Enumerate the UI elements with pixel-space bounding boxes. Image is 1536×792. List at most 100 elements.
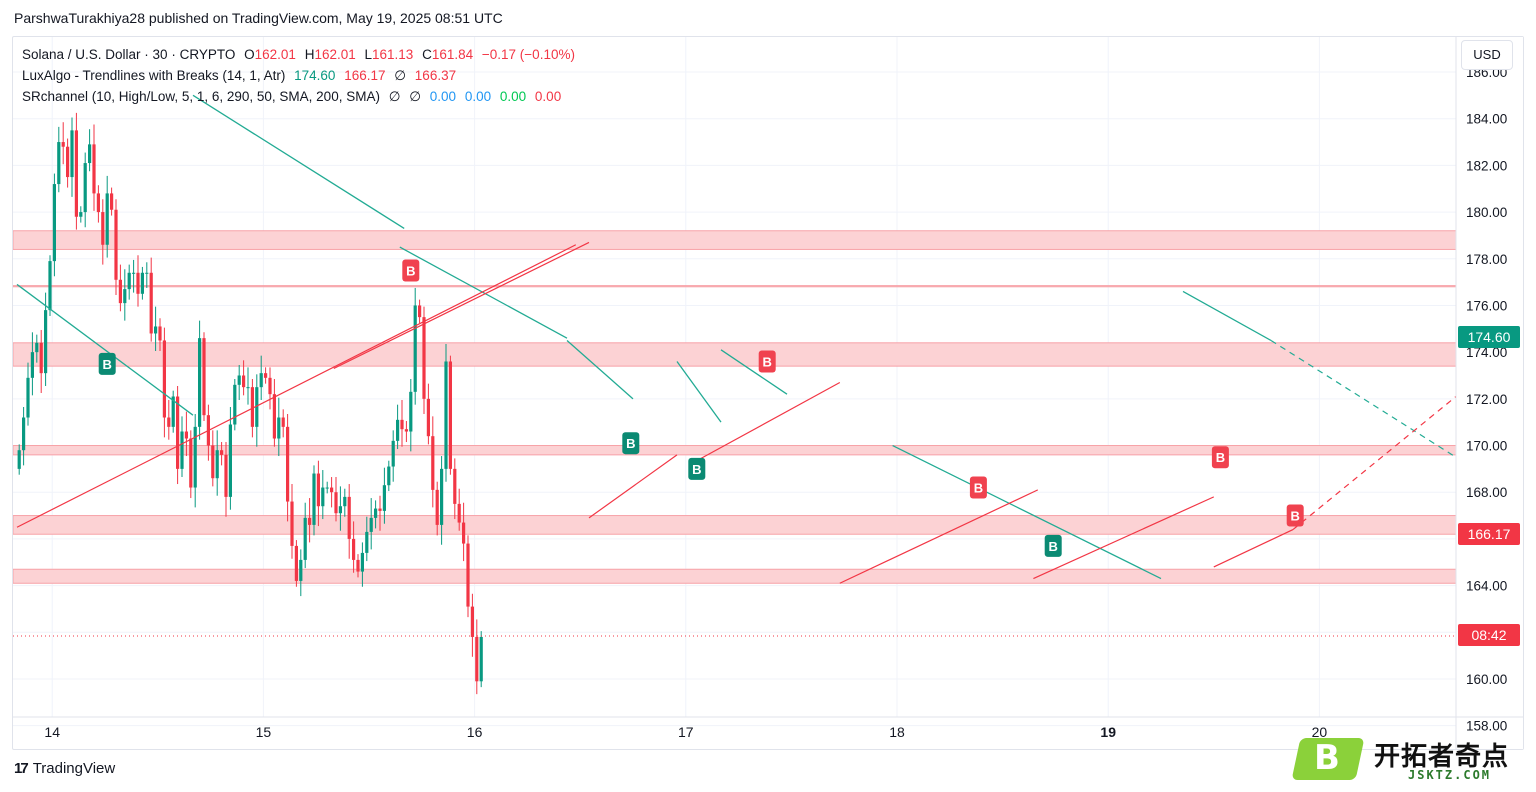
candle-down xyxy=(466,543,470,607)
signal-label-sell[interactable] xyxy=(758,350,776,373)
candle-down xyxy=(184,431,188,439)
indicator1-name[interactable]: LuxAlgo - Trendlines with Breaks (14, 1,… xyxy=(22,68,286,83)
chart-canvas[interactable]: BBBBBBBBB158.00160.00162.00164.00166.001… xyxy=(13,37,1523,749)
sr-channel-zone xyxy=(13,342,1457,367)
price-tag-trendline-upper: 174.60 xyxy=(1458,326,1520,349)
candle-up xyxy=(35,342,39,353)
candle-up xyxy=(440,468,444,525)
indicator1-value-2: 166.17 xyxy=(344,68,386,83)
trendline-resistance xyxy=(720,349,788,395)
candle-down xyxy=(347,496,351,539)
candle-down xyxy=(39,342,43,374)
candle-down xyxy=(378,508,382,511)
legend-indicator-srchannel[interactable]: SRchannel (10, High/Low, 5, 1, 6, 290, 5… xyxy=(22,86,580,107)
signal-label-sell[interactable] xyxy=(402,259,420,282)
high-label: H xyxy=(304,47,315,62)
signal-label-text: B xyxy=(1049,539,1058,554)
candle-down xyxy=(268,377,272,395)
signal-label-text: B xyxy=(406,263,415,278)
candle-down xyxy=(290,501,294,546)
candle-down xyxy=(167,417,171,427)
legend-indicator-trendlines[interactable]: LuxAlgo - Trendlines with Breaks (14, 1,… xyxy=(22,65,580,86)
legend-symbol-row[interactable]: Solana / U.S. Dollar · 30 · CRYPTO O162.… xyxy=(22,44,580,65)
candle-up xyxy=(30,352,34,378)
candle-up xyxy=(228,424,232,497)
price-axis-label: 180.00 xyxy=(1466,205,1507,220)
change-value: −0.17 (−0.10%) xyxy=(481,47,575,62)
candle-up xyxy=(259,373,263,388)
signal-label-text: B xyxy=(1291,509,1300,524)
indicator2-value-3: 0.00 xyxy=(429,89,457,104)
candle-down xyxy=(316,473,320,507)
candle-up xyxy=(145,272,149,274)
candle-down xyxy=(74,130,78,217)
time-axis-label: 20 xyxy=(1312,724,1328,740)
candle-up xyxy=(312,473,316,525)
candle-up xyxy=(44,310,48,374)
watermark-title: 开拓者奇点 xyxy=(1374,742,1510,772)
trendline-support xyxy=(1033,496,1215,580)
indicator2-value-6: 0.00 xyxy=(534,89,562,104)
candle-up xyxy=(57,142,61,185)
signal-label-buy[interactable] xyxy=(98,352,116,375)
indicator1-value-4: 166.37 xyxy=(414,68,457,83)
candle-down xyxy=(422,317,426,399)
signal-label-sell[interactable] xyxy=(1286,504,1304,527)
candle-up xyxy=(343,496,347,507)
open-label: O xyxy=(244,47,255,62)
open-value: 162.01 xyxy=(254,47,296,62)
price-axis-label: 158.00 xyxy=(1466,719,1507,734)
indicator2-name[interactable]: SRchannel (10, High/Low, 5, 1, 6, 290, 5… xyxy=(22,89,380,104)
candle-up xyxy=(198,338,202,427)
candle-down xyxy=(242,375,246,388)
candle-down xyxy=(250,387,254,427)
signal-label-text: B xyxy=(974,481,983,496)
signal-label-sell[interactable] xyxy=(1211,446,1229,469)
price-axis-label: 168.00 xyxy=(1466,485,1507,500)
high-value: 162.01 xyxy=(314,47,356,62)
candle-up xyxy=(325,487,329,489)
trendline-support xyxy=(16,244,577,528)
candle-down xyxy=(352,538,356,560)
candle-up xyxy=(70,130,74,178)
trendline-support xyxy=(698,381,841,461)
signal-label-buy[interactable] xyxy=(622,432,640,455)
candle-up xyxy=(237,375,241,385)
candle-up xyxy=(374,508,378,518)
symbol-name[interactable]: Solana / U.S. Dollar · 30 · CRYPTO xyxy=(22,47,236,62)
signal-label-buy[interactable] xyxy=(1044,534,1062,557)
close-value: 161.84 xyxy=(431,47,474,62)
currency-button[interactable]: USD xyxy=(1461,40,1513,70)
signal-label-buy[interactable] xyxy=(688,457,706,480)
candle-down xyxy=(294,545,298,581)
trendline-resistance xyxy=(892,444,1162,580)
candle-up xyxy=(338,506,342,514)
candle-up xyxy=(409,391,413,432)
indicator1-value-3: ∅ xyxy=(394,68,407,83)
chart-frame[interactable]: BBBBBBBBB158.00160.00162.00164.00166.001… xyxy=(12,36,1524,750)
price-axis-label: 178.00 xyxy=(1466,252,1507,267)
candle-up xyxy=(360,552,364,572)
candle-up xyxy=(233,384,237,425)
candle-down xyxy=(418,305,422,318)
price-tag-trendline-lower: 166.17 xyxy=(1458,522,1520,545)
close-label: C xyxy=(422,47,432,62)
candle-down xyxy=(61,142,65,147)
candle-down xyxy=(431,436,435,490)
signal-label-sell[interactable] xyxy=(969,476,987,499)
trendline-resistance xyxy=(676,361,722,423)
price-axis-label: 164.00 xyxy=(1466,579,1507,594)
candle-up xyxy=(193,426,197,488)
candle-up xyxy=(22,417,26,451)
candle-down xyxy=(334,492,338,514)
candle-up xyxy=(382,485,386,511)
candle-down xyxy=(114,209,118,280)
candle-down xyxy=(426,398,430,437)
price-axis-label: 174.00 xyxy=(1466,345,1507,360)
tradingview-brand: TradingView xyxy=(32,760,116,777)
candle-up xyxy=(17,450,21,469)
tradingview-logo[interactable]: 17 TradingView xyxy=(14,760,115,777)
candle-down xyxy=(264,373,268,378)
candle-up xyxy=(321,487,325,507)
candle-down xyxy=(308,517,312,525)
